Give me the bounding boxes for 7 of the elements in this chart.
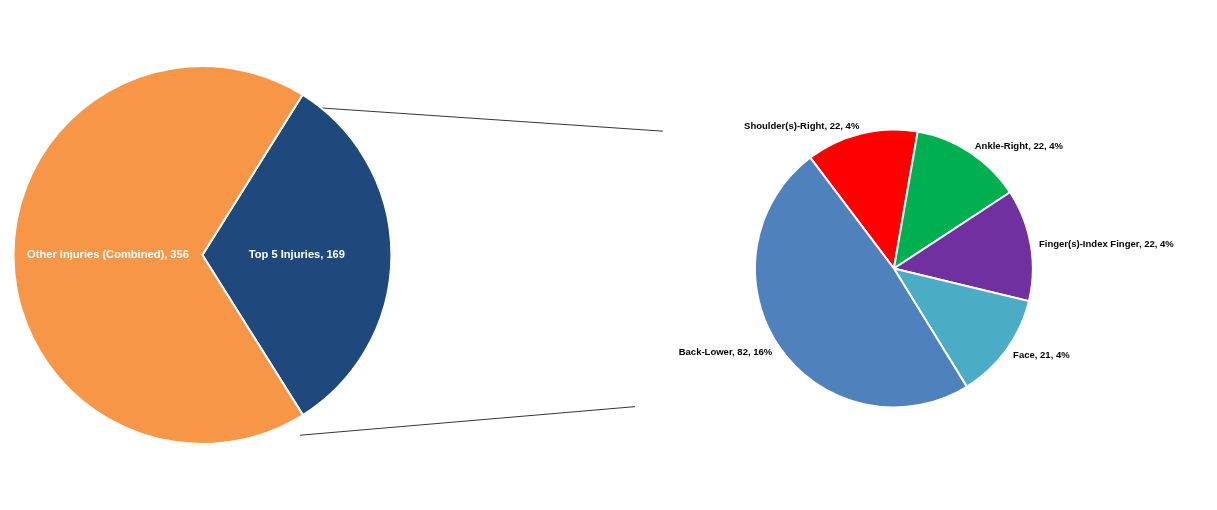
slice-label: Back-Lower, 82, 16% (678, 345, 773, 357)
slice-label: Face, 21, 4% (1013, 349, 1071, 361)
slice-label: Shoulder(s)-Right, 22, 4% (744, 119, 860, 131)
slice-label: Other Injuries (Combined), 356 (27, 248, 189, 261)
slice-label: Top 5 Injuries, 169 (248, 248, 345, 261)
slice-label: Ankle-Right, 22, 4% (974, 139, 1064, 151)
slice-label: Finger(s)-Index Finger, 22, 4% (1038, 237, 1175, 249)
